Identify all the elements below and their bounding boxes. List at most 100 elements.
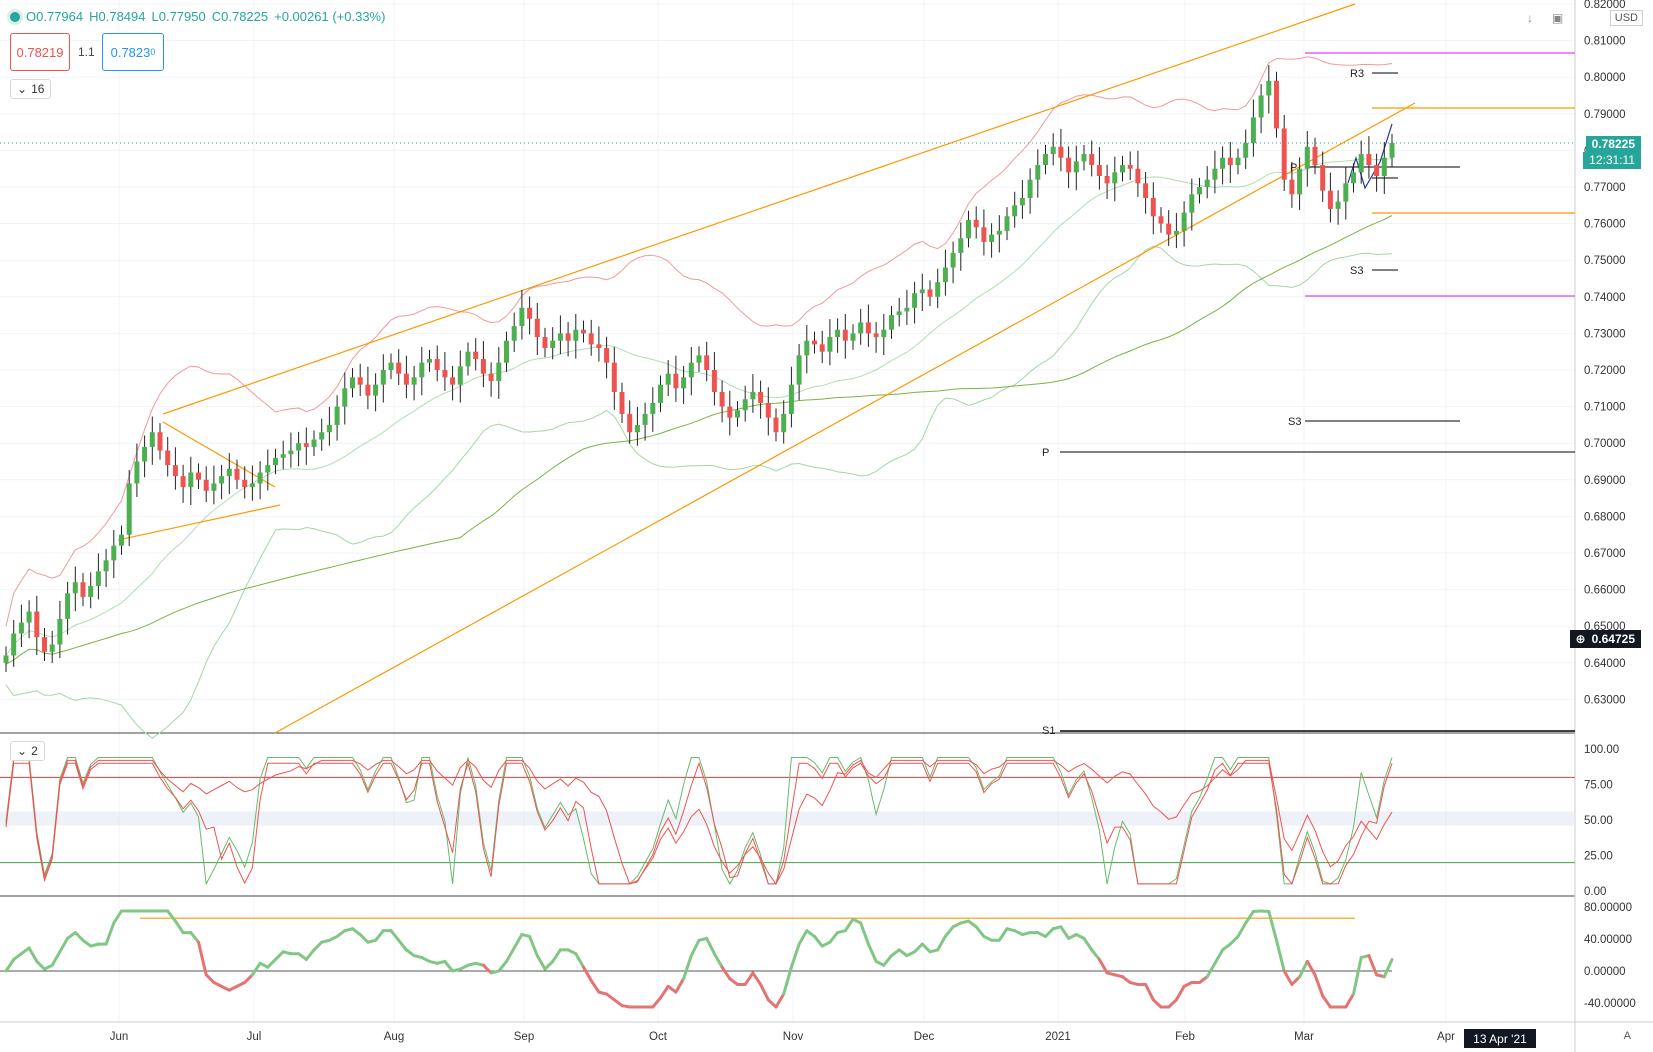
momentum-segment (1082, 936, 1094, 952)
candle-body (442, 370, 448, 378)
candle-body (273, 457, 278, 466)
candle-body (49, 644, 55, 652)
candle-body (126, 483, 132, 535)
candle-body (673, 373, 679, 389)
momentum-segment (58, 936, 70, 954)
momentum-segment (574, 952, 585, 969)
currency-badge[interactable]: USD (1609, 10, 1643, 26)
momentum-segment (266, 957, 277, 969)
fullscreen-icon[interactable]: ▣ (1552, 11, 1564, 25)
download-icon[interactable]: ↓ (1527, 11, 1533, 25)
stoch-axis-label: 25.00 (1584, 851, 1613, 863)
momentum-segment (1044, 927, 1055, 938)
momentum-segment (358, 933, 370, 944)
momentum-segment (1059, 925, 1071, 940)
candle-body (588, 333, 594, 345)
candle-body (1250, 117, 1256, 144)
momentum-segment (173, 919, 185, 935)
candle-body (311, 439, 317, 447)
candle-body (119, 534, 124, 546)
candle-body (257, 472, 263, 484)
candle-body (1351, 172, 1356, 184)
momentum-segment (1313, 973, 1325, 998)
momentum-segment (189, 931, 200, 944)
candle-body (326, 424, 332, 433)
momentum-segment (828, 931, 840, 944)
candle-body (504, 340, 509, 363)
stochastic-pane (0, 756, 1575, 886)
candle-body (95, 571, 101, 586)
candle-body (142, 446, 148, 462)
auto-scale-button[interactable]: A (1623, 1030, 1631, 1042)
buy-button[interactable]: 0.7823 0 (102, 33, 164, 71)
add-alert-icon[interactable]: ⊕ (1575, 632, 1586, 646)
candle-body (527, 307, 533, 319)
momentum-segment (682, 954, 693, 981)
time-axis-label: 2021 (1045, 1031, 1071, 1043)
candle-body (1058, 146, 1064, 158)
momentum-segment (813, 934, 824, 948)
candle-body (373, 384, 379, 396)
candle-body (219, 476, 225, 484)
momentum-segment (297, 952, 308, 961)
candle-body (581, 329, 586, 334)
candle-body (288, 450, 294, 455)
momentum-segment (866, 942, 878, 963)
bb-upper-band (5, 56, 1393, 627)
trend-lines[interactable] (0, 3, 1575, 734)
momentum-segment (882, 954, 893, 967)
price-axis-label: 0.69000 (1584, 475, 1626, 487)
candle-body (1127, 165, 1133, 169)
price-axis-label: 0.71000 (1584, 402, 1626, 414)
time-axis-label: Mar (1294, 1031, 1314, 1043)
momentum-segment (1267, 909, 1278, 942)
candle-body (88, 585, 94, 597)
pivot-label-s3-year: S3 (1288, 416, 1301, 428)
momentum-segment (1236, 921, 1248, 938)
candle-body (411, 377, 417, 385)
momentum-segment (551, 948, 562, 963)
stoch-band-fill (0, 811, 1575, 826)
momentum-segment (997, 927, 1009, 942)
momentum-segment (1282, 969, 1294, 986)
momentum-segment (805, 929, 816, 938)
candle-body (457, 366, 463, 385)
momentum-segment (505, 946, 516, 963)
price-axis-label: 0.72000 (1584, 365, 1626, 377)
price-axis-label: 0.81000 (1584, 36, 1626, 48)
momentum-segment (81, 938, 93, 948)
momentum-segment (543, 959, 555, 971)
candle-body (742, 399, 748, 411)
momentum-segment (274, 950, 285, 961)
candle-body (211, 483, 217, 491)
bar-countdown: 12:31:11 (1583, 152, 1641, 169)
candle-body (111, 545, 117, 561)
candle-body (11, 633, 17, 656)
sell-button[interactable]: 0.78219 (10, 33, 70, 71)
status-dot-icon[interactable] (10, 11, 20, 22)
stoch-collapse-button[interactable]: ⌄ 2 (10, 741, 45, 761)
candle-body (26, 611, 32, 623)
triangle-lower-line (117, 504, 281, 541)
candle-body (542, 337, 548, 349)
momentum-segment (1275, 938, 1286, 973)
time-axis-label: Jun (110, 1031, 129, 1043)
candle-body (604, 348, 610, 363)
crosshair-price: 0.64725 (1591, 632, 1635, 646)
momentum-segment (1367, 954, 1379, 977)
candle-body (1158, 216, 1164, 224)
bollinger-bands (5, 56, 1393, 739)
momentum-segment (250, 961, 262, 977)
candle-body (835, 329, 841, 338)
momentum-segment (50, 950, 62, 967)
momentum-axis-label: 80.00000 (1584, 902, 1632, 914)
candle-body (42, 637, 47, 652)
chevron-down-icon: ⌄ (17, 82, 28, 96)
indicators-collapse-button[interactable]: ⌄ 16 (10, 79, 52, 99)
price-axis-label: 0.79000 (1584, 109, 1626, 121)
momentum-segment (797, 929, 809, 946)
candle-body (704, 355, 710, 370)
momentum-segment (528, 934, 539, 958)
